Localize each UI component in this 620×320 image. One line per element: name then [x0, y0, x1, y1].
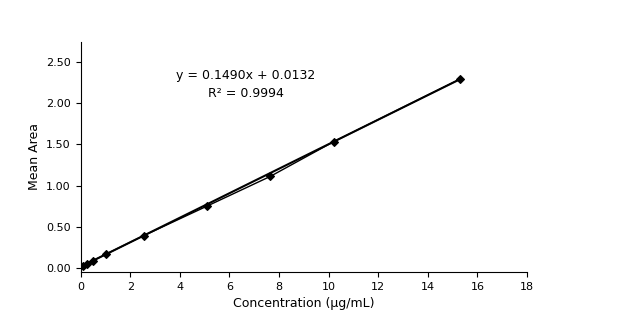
Y-axis label: Mean Area: Mean Area [27, 123, 40, 190]
Text: y = 0.1490x + 0.0132
R² = 0.9994: y = 0.1490x + 0.0132 R² = 0.9994 [176, 69, 316, 100]
X-axis label: Concentration (µg/mL): Concentration (µg/mL) [233, 297, 374, 310]
